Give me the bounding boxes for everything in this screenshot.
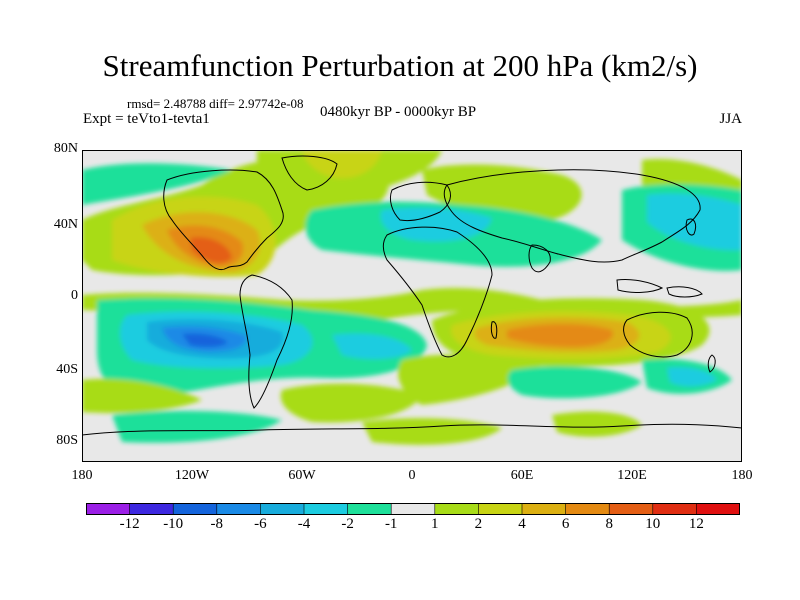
colorbar-label-8: 2 [474, 516, 483, 532]
colorbar-swatch-8 [434, 503, 480, 515]
colorbar-swatch-11 [565, 503, 611, 515]
map-frame [82, 150, 742, 462]
colorbar-swatch-2 [172, 503, 218, 515]
colorbar-label-4: -4 [297, 516, 311, 532]
field-pos-sh-5 [398, 354, 542, 405]
coast-europe [389, 181, 451, 221]
coast-indonesia [616, 279, 664, 293]
coast-asia [443, 169, 701, 263]
colorbar-swatch-1 [129, 503, 174, 515]
coast-africa [382, 226, 493, 358]
colorbar [86, 503, 740, 515]
coast-antarctica [82, 423, 742, 436]
coast-south-america [239, 274, 293, 409]
map-title: Streamfunction Perturbation at 200 hPa (… [102, 48, 698, 83]
colorbar-swatch-10 [521, 503, 567, 515]
colorbar-label-9: 4 [518, 516, 526, 532]
colorbar-swatch-7 [390, 503, 436, 515]
colorbar-swatch-12 [608, 503, 654, 515]
colorbar-swatch-6 [347, 503, 393, 515]
colorbar-label-13: 12 [688, 516, 704, 532]
colorbar-label-1: -10 [163, 516, 184, 532]
field-pos-sh-6 [280, 383, 422, 423]
field-neg-sh-9 [667, 367, 717, 387]
period-label: 0480kyr BP - 0000kyr BP [320, 104, 477, 120]
lon-label-60w: 60W [288, 468, 316, 483]
coast-madagascar [490, 321, 498, 339]
field-neg-sh-6 [332, 333, 412, 360]
field-pos-sh-8 [552, 411, 642, 437]
contour-fields [82, 150, 742, 445]
colorbar-label-3: -6 [254, 516, 267, 532]
experiment-label: Expt = teVto1-tevta1 [83, 111, 210, 127]
colorbar-label-11: 8 [605, 516, 613, 532]
colorbar-label-0: -12 [119, 516, 140, 532]
field-pos-sh-7 [82, 378, 202, 414]
coast-australia [623, 311, 693, 358]
coastlines [82, 155, 742, 436]
colorbar-label-10: 6 [561, 516, 570, 532]
streamfunction-map [82, 150, 742, 462]
lat-label-40n: 40N [53, 217, 78, 232]
coast-new-guinea [666, 286, 703, 298]
lon-label-120w: 120W [174, 468, 210, 483]
colorbar-swatch-3 [216, 503, 262, 515]
rmsd-diff-stats: rmsd= 2.48788 diff= 2.97742e-08 [127, 96, 304, 111]
colorbar-swatch-9 [478, 503, 523, 515]
lon-label-120e: 120E [617, 468, 647, 483]
season-label: JJA [719, 111, 742, 127]
lat-label-40s: 40S [56, 362, 78, 377]
lon-label-180w: 180 [71, 468, 93, 483]
coast-greenland [281, 155, 338, 191]
colorbar-label-6: -1 [384, 516, 398, 532]
coast-new-zealand [707, 354, 716, 373]
lat-label-0: 0 [71, 288, 78, 303]
colorbar-swatch-0 [86, 503, 131, 515]
colorbar-swatch-14 [696, 503, 740, 515]
field-neg-atlantic-2 [380, 207, 492, 242]
colorbar-swatch-4 [260, 503, 305, 515]
field-neg-sh-7 [507, 366, 642, 399]
colorbar-label-2: -8 [210, 516, 224, 532]
lon-label-180e: 180 [731, 468, 753, 483]
coast-japan [685, 218, 697, 236]
field-neg-pacific-n [82, 163, 232, 205]
lat-label-80n: 80N [53, 141, 78, 156]
coast-india [528, 244, 551, 273]
colorbar-frame [86, 503, 740, 515]
coast-north-america [163, 169, 284, 271]
field-pos-8 [190, 237, 232, 264]
lat-label-80s: 80S [56, 433, 78, 448]
colorbar-label-12: 10 [645, 516, 661, 532]
field-pos-sh-4 [507, 324, 613, 347]
colorbar-label-7: 1 [431, 516, 439, 532]
field-arctic-pos-2 [302, 150, 382, 179]
colorbar-swatch-5 [303, 503, 349, 515]
colorbar-label-5: -2 [341, 516, 354, 532]
field-neg-sh-5 [182, 333, 228, 347]
lon-label-0: 0 [408, 468, 416, 483]
colorbar-swatch-13 [652, 503, 698, 515]
lon-label-60e: 60E [510, 468, 534, 483]
field-neg-sh-10 [112, 410, 282, 443]
